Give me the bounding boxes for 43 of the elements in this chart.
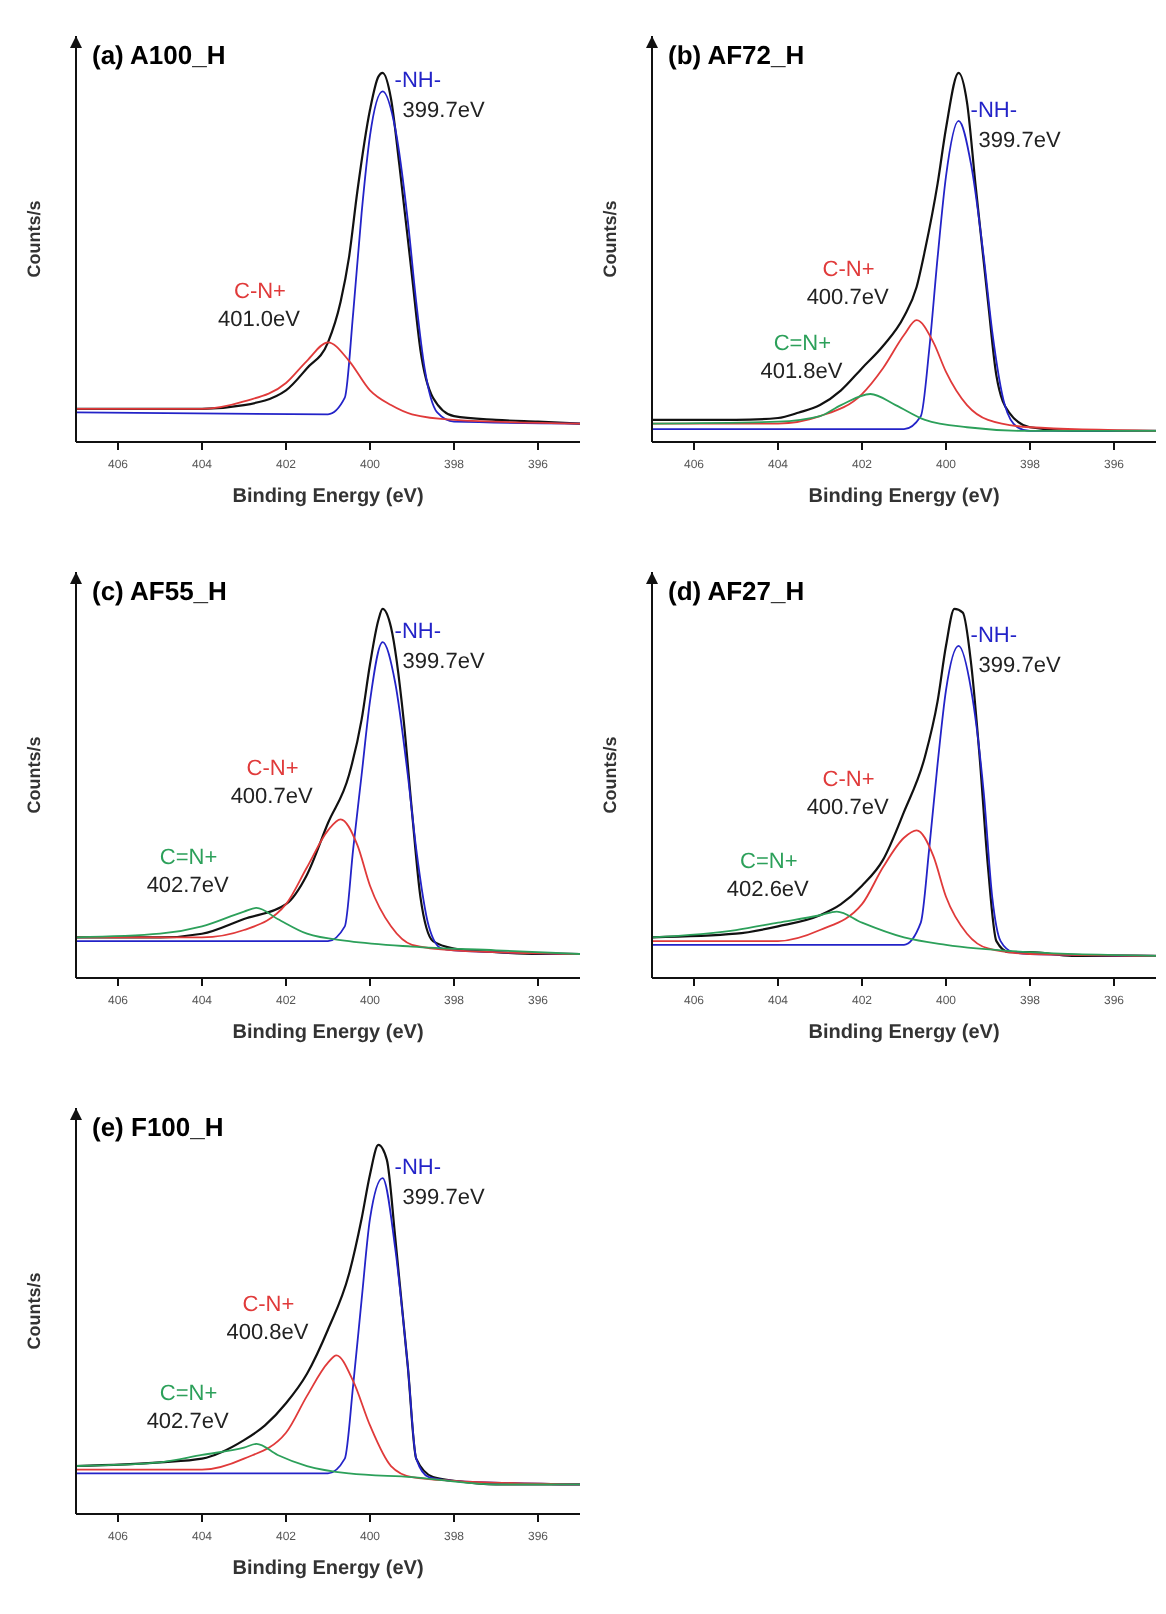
text: C=N+ bbox=[159, 1381, 218, 1406]
series-label: -NH- bbox=[970, 623, 1018, 648]
text: C=N+ bbox=[773, 332, 832, 357]
text: C-N+ bbox=[242, 1293, 295, 1318]
y-axis-title: Counts/s bbox=[24, 736, 44, 814]
annotation: 402.7eV bbox=[146, 873, 230, 898]
text: C-N+ bbox=[822, 258, 875, 283]
text: C=N+ bbox=[159, 845, 218, 870]
annotation: 399.7eV bbox=[402, 1186, 486, 1211]
y-axis-title: Counts/s bbox=[24, 200, 44, 278]
annotation: 399.7eV bbox=[402, 650, 486, 675]
chart-title: (d) AF27_H bbox=[668, 576, 805, 606]
series-label: -NH- bbox=[970, 98, 1018, 123]
x-axis-title: Binding Energy (eV) bbox=[232, 486, 424, 508]
annotation: 402.6eV bbox=[726, 877, 811, 902]
annotation: 401.8eV bbox=[760, 360, 844, 385]
chart-title: (a) A100_H bbox=[92, 40, 226, 70]
annotation: 399.7eV bbox=[978, 653, 1062, 678]
x-axis-title: Binding Energy (eV) bbox=[808, 1022, 1000, 1044]
annotation: 401.0eV bbox=[218, 308, 302, 333]
text: C-N+ bbox=[234, 280, 286, 305]
annotation: 400.7eV bbox=[230, 785, 314, 810]
annotation: 402.7eV bbox=[146, 1409, 230, 1434]
chart-title: (c) AF55_H bbox=[92, 576, 227, 606]
y-axis-title: Counts/s bbox=[600, 200, 620, 278]
x-axis-title: Binding Energy (eV) bbox=[232, 1558, 424, 1580]
series-label: -NH- bbox=[394, 1156, 442, 1181]
text: C-N+ bbox=[246, 757, 299, 782]
annotation: 399.7eV bbox=[402, 99, 486, 124]
y-axis-title: Counts/s bbox=[600, 736, 620, 814]
annotation: 400.7eV bbox=[806, 286, 890, 311]
annotation: 400.7eV bbox=[806, 796, 890, 821]
annotation: 400.8eV bbox=[226, 1321, 310, 1346]
x-axis-title: Binding Energy (eV) bbox=[232, 1022, 424, 1044]
chart-title: (b) AF72_H bbox=[668, 40, 805, 70]
chart-title: (e) F100_H bbox=[92, 1112, 224, 1142]
series-label: -NH- bbox=[394, 69, 442, 94]
x-axis-title: Binding Energy (eV) bbox=[808, 486, 1000, 508]
text: C-N+ bbox=[822, 768, 875, 793]
annotation: 399.7eV bbox=[978, 128, 1062, 153]
y-axis-title: Counts/s bbox=[24, 1272, 44, 1350]
series-label: -NH- bbox=[394, 620, 442, 645]
text: C=N+ bbox=[740, 849, 798, 874]
